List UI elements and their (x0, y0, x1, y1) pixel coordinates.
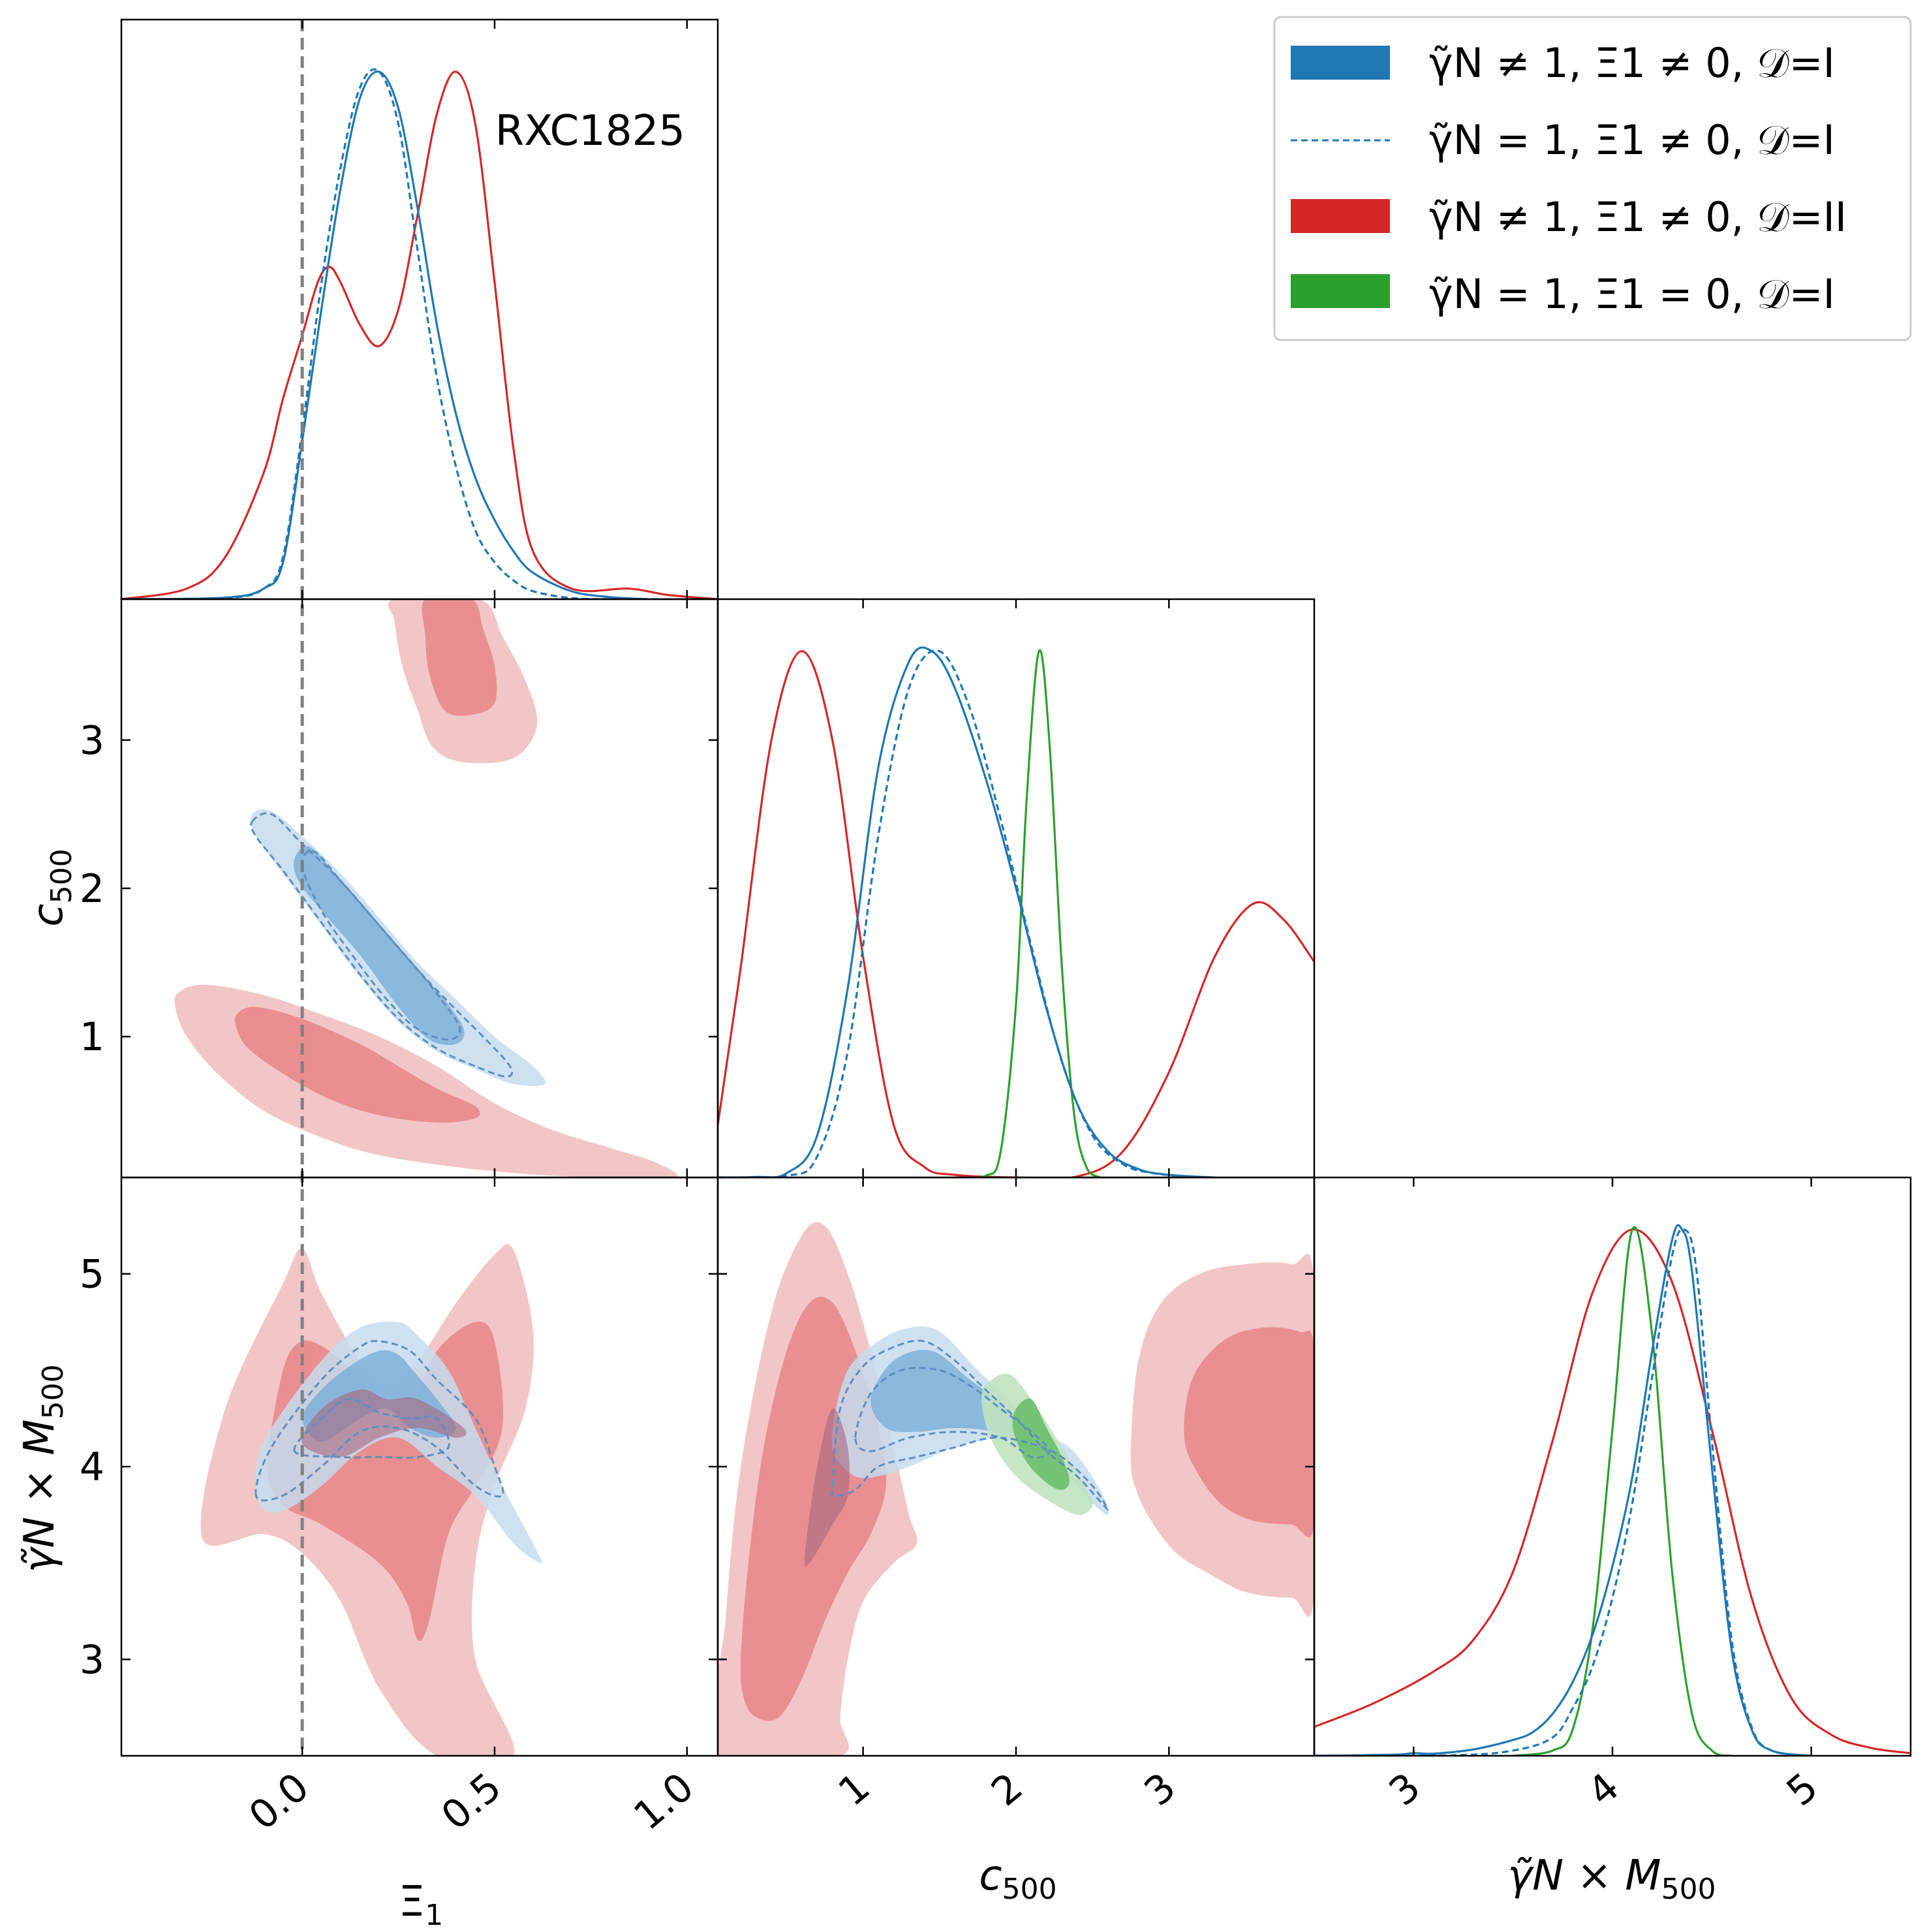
x-axis-label-gM500-main: γ̃N × M (1507, 1852, 1661, 1900)
x-tick-label-c500-0: 1 (830, 1764, 878, 1815)
marginal-c500-blue-dashed (718, 649, 1200, 1177)
legend-frame (1273, 16, 1912, 341)
legend-label-0: γ̃N ≠ 1, Ξ1 ≠ 0, 𝒟=I (1429, 39, 1835, 87)
y-tick-label-c500-1: 2 (80, 866, 104, 912)
y-axis-label-gM500-sub: 500 (37, 1364, 70, 1419)
marginal-gM500-blue (1314, 1224, 1811, 1756)
y-tick-label-c500-0: 1 (80, 1014, 104, 1060)
contour-xi1_gM500-blue-dashed-outer (254, 1340, 504, 1502)
marginal-gM500-blue-dashed (1314, 1228, 1811, 1756)
x-axis-label-c500: c500 (979, 1852, 1056, 1906)
legend-label-1: γ̃N = 1, Ξ1 ≠ 0, 𝒟=I (1429, 116, 1835, 164)
x-axis-label-xi1-main: Ξ (399, 1878, 425, 1926)
x-tick-label-xi1-2: 1.0 (625, 1764, 702, 1839)
y-axis-label-gM500: γ̃N × M500 (16, 1364, 70, 1572)
contour-xi1_gM500-red-overlap (301, 1389, 467, 1457)
marginal-gM500-red (1314, 1228, 1911, 1754)
marginal-gM500-green (1513, 1226, 1732, 1756)
contour-c500_gM500-blue-dashed-outer (831, 1339, 1109, 1511)
x-tick-label-xi1-0: 0.0 (241, 1764, 318, 1839)
legend-swatch-green-filled (1291, 274, 1390, 308)
marginal-xi1-blue-dashed (121, 68, 610, 599)
contour-fills (174, 599, 1314, 1756)
legend-label-3: γ̃N = 1, Ξ1 = 0, 𝒟=I (1429, 270, 1835, 318)
x-tick-label-c500-1: 2 (983, 1764, 1031, 1815)
y-tick-label-gM500-1: 4 (80, 1444, 104, 1490)
x-tick-label-gM500-1: 4 (1579, 1764, 1627, 1815)
contour-c500_gM500-red-overlap (804, 1409, 850, 1566)
curves (121, 68, 1911, 1756)
x-axis-label-gM500: γ̃N × M500 (1507, 1852, 1716, 1906)
y-axis-label-c500-main: c (24, 903, 72, 926)
contour-fills-xi1_gM500 (200, 1243, 542, 1756)
contour-c500_gM500-blue-dashed-inner (854, 1367, 1051, 1459)
x-axis-label-gM500-sub: 500 (1661, 1873, 1716, 1906)
y-tick-label-gM500-0: 3 (80, 1637, 104, 1683)
panel-frame-2-2 (1313, 1176, 1912, 1757)
y-axis-label-c500-sub: 500 (45, 849, 78, 903)
marginal-gM500 (1314, 1224, 1911, 1756)
y-axis-label-gM500-main: γ̃N × M (16, 1419, 64, 1572)
contour-xi1_gM500-blue-dashed-inner (293, 1398, 450, 1459)
marginal-xi1-red (121, 70, 718, 599)
legend-label-2: γ̃N ≠ 1, Ξ1 ≠ 0, 𝒟=II (1429, 193, 1847, 241)
contour-dashed-c500_gM500 (831, 1339, 1109, 1511)
x-tick-label-gM500-2: 5 (1778, 1764, 1826, 1815)
contour-fills-xi1_c500 (174, 599, 677, 1177)
contour-xi1_gM500-blue-outer (255, 1321, 542, 1563)
x-tick-label-gM500-0: 3 (1381, 1764, 1429, 1815)
contour-xi1_c500-blue-inner (294, 846, 465, 1046)
contour-dashed-xi1_gM500 (254, 1340, 504, 1502)
x-tick-label-xi1-1: 0.5 (433, 1764, 510, 1839)
contour-xi1_c500-red-inner (234, 1006, 480, 1123)
contour-xi1_c500-blue-dashed-outer (250, 812, 514, 1078)
x-axis-label-c500-main: c (979, 1852, 1002, 1900)
x-axis-label-xi1: Ξ1 (399, 1878, 443, 1932)
marginal-xi1 (121, 68, 718, 599)
legend-swatch-red-filled (1291, 199, 1390, 233)
contour-c500_gM500-green-inner (1012, 1398, 1070, 1490)
marginal-xi1-blue (121, 70, 649, 599)
contour-xi1_c500-red2-inner (422, 599, 497, 716)
contour-fills-c500_gM500 (718, 1222, 1314, 1756)
y-axis-label-c500: c500 (24, 849, 78, 926)
legend-swatch-blue-filled (1291, 46, 1390, 80)
panel-title-text: RXC1825 (495, 107, 685, 155)
x-axis-label-xi1-sub: 1 (425, 1899, 443, 1932)
marginal-c500-green (955, 649, 1101, 1177)
y-tick-label-gM500-2: 5 (80, 1252, 104, 1298)
marginal-c500 (718, 646, 1314, 1177)
contour-dashed-xi1_c500 (250, 812, 514, 1078)
y-tick-label-c500-2: 3 (80, 718, 104, 764)
marginal-c500-red (718, 650, 1314, 1177)
marginal-c500-blue (718, 646, 1215, 1177)
x-tick-label-c500-2: 3 (1136, 1764, 1184, 1815)
contour-c500_gM500-red2-inner (1184, 1327, 1314, 1538)
x-axis-label-c500-sub: 500 (1002, 1873, 1057, 1906)
legend: γ̃N ≠ 1, Ξ1 ≠ 0, 𝒟=I γ̃N = 1, Ξ1 ≠ 0, 𝒟=… (1273, 16, 1912, 341)
contour-xi1_c500-blue-dashed-inner (301, 849, 461, 1041)
